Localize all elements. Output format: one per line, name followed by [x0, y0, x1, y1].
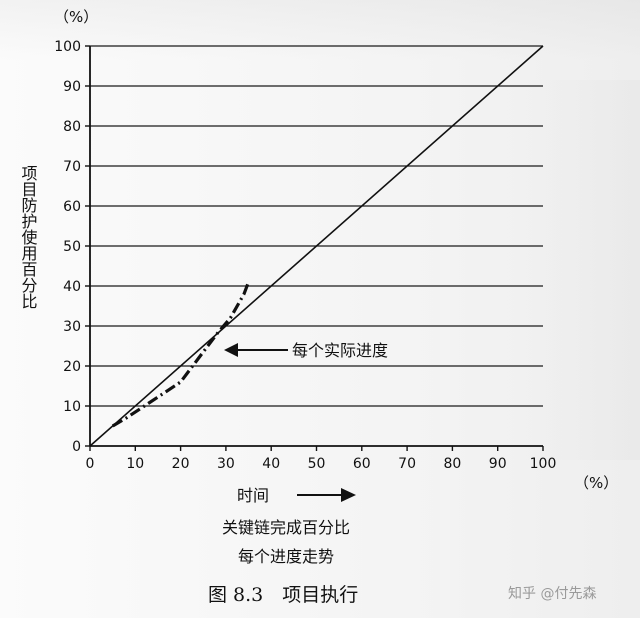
time-arrowhead	[341, 488, 356, 502]
series-line-1	[89, 45, 544, 447]
x-unit-label: （%）	[574, 474, 618, 492]
x-tick-label-50: 50	[308, 456, 326, 472]
figure-caption: 图 8.3 项目执行	[208, 584, 358, 606]
y-tick-label-100: 100	[54, 39, 81, 55]
y-tick-label-40: 40	[63, 279, 81, 295]
axes	[85, 45, 544, 451]
y-tick-label-70: 70	[63, 159, 81, 175]
x-tick-label-60: 60	[353, 456, 371, 472]
annotation: 每个实际进度	[224, 341, 388, 360]
paper-shading-right	[520, 80, 640, 460]
y-unit-label: （%）	[54, 8, 98, 26]
x-tick-label-100: 100	[530, 456, 557, 472]
x-tick-label-90: 90	[489, 456, 507, 472]
series-layer	[89, 45, 544, 447]
x-axis-label: 时间 关键链完成百分比 每个进度走势	[222, 486, 356, 566]
x-tick-label-0: 0	[86, 456, 95, 472]
y-tick-labels: 0 10 20 30 40 50 60 70 80 90 100	[54, 39, 81, 455]
x-tick-labels: 0 10 20 30 40 50 60 70 80 90 100	[86, 456, 557, 472]
y-tick-label-80: 80	[63, 119, 81, 135]
x-tick-label-30: 30	[217, 456, 235, 472]
x-axis-label-line-2: 关键链完成百分比	[222, 518, 350, 537]
watermark: 知乎 @付先森	[508, 585, 596, 602]
x-axis-label-line-1: 时间	[237, 486, 269, 505]
x-tick-label-70: 70	[398, 456, 416, 472]
y-tick-label-0: 0	[72, 439, 81, 455]
y-tick-label-30: 30	[63, 319, 81, 335]
series-line-2	[111, 281, 250, 428]
y-tick-label-10: 10	[63, 399, 81, 415]
annotation-arrowhead	[224, 343, 238, 357]
paper-shading-top	[0, 0, 640, 60]
y-tick-label-50: 50	[63, 239, 81, 255]
x-tick-label-10: 10	[126, 456, 144, 472]
x-tick-label-40: 40	[262, 456, 280, 472]
annotation-text: 每个实际进度	[292, 341, 388, 360]
x-tick-label-80: 80	[443, 456, 461, 472]
x-tick-label-20: 20	[172, 456, 190, 472]
y-axis-label: 项目防护使用百分比	[19, 165, 38, 309]
y-tick-label-20: 20	[63, 359, 81, 375]
x-axis-label-line-3: 每个进度走势	[238, 547, 334, 566]
y-tick-label-90: 90	[63, 79, 81, 95]
y-tick-label-60: 60	[63, 199, 81, 215]
